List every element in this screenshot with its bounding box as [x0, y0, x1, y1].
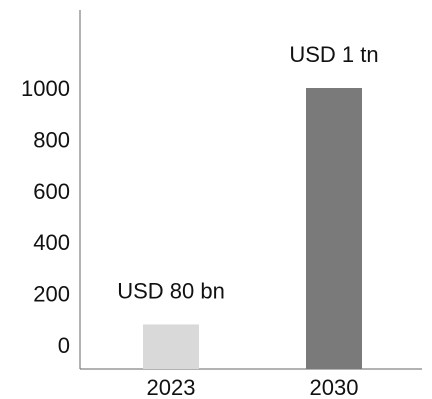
data-labels: USD 80 bn USD 1 tn — [117, 42, 378, 303]
y-tick-label: 200 — [33, 282, 70, 307]
x-tick-label: 2023 — [147, 375, 196, 399]
y-tick-label: 400 — [33, 230, 70, 255]
y-tick-label: 1000 — [21, 76, 70, 101]
y-axis-ticks: 0 200 400 600 800 1000 — [21, 76, 70, 358]
x-axis-categories: 2023 2030 — [147, 375, 359, 399]
y-tick-label: 600 — [33, 179, 70, 204]
bar-2030 — [306, 88, 362, 369]
data-label-2030: USD 1 tn — [289, 42, 378, 67]
x-tick-label: 2030 — [310, 375, 359, 399]
y-tick-label: 0 — [58, 333, 70, 358]
y-tick-label: 800 — [33, 127, 70, 152]
data-label-2023: USD 80 bn — [117, 278, 225, 303]
bar-2023 — [143, 324, 199, 369]
bars — [143, 88, 362, 369]
